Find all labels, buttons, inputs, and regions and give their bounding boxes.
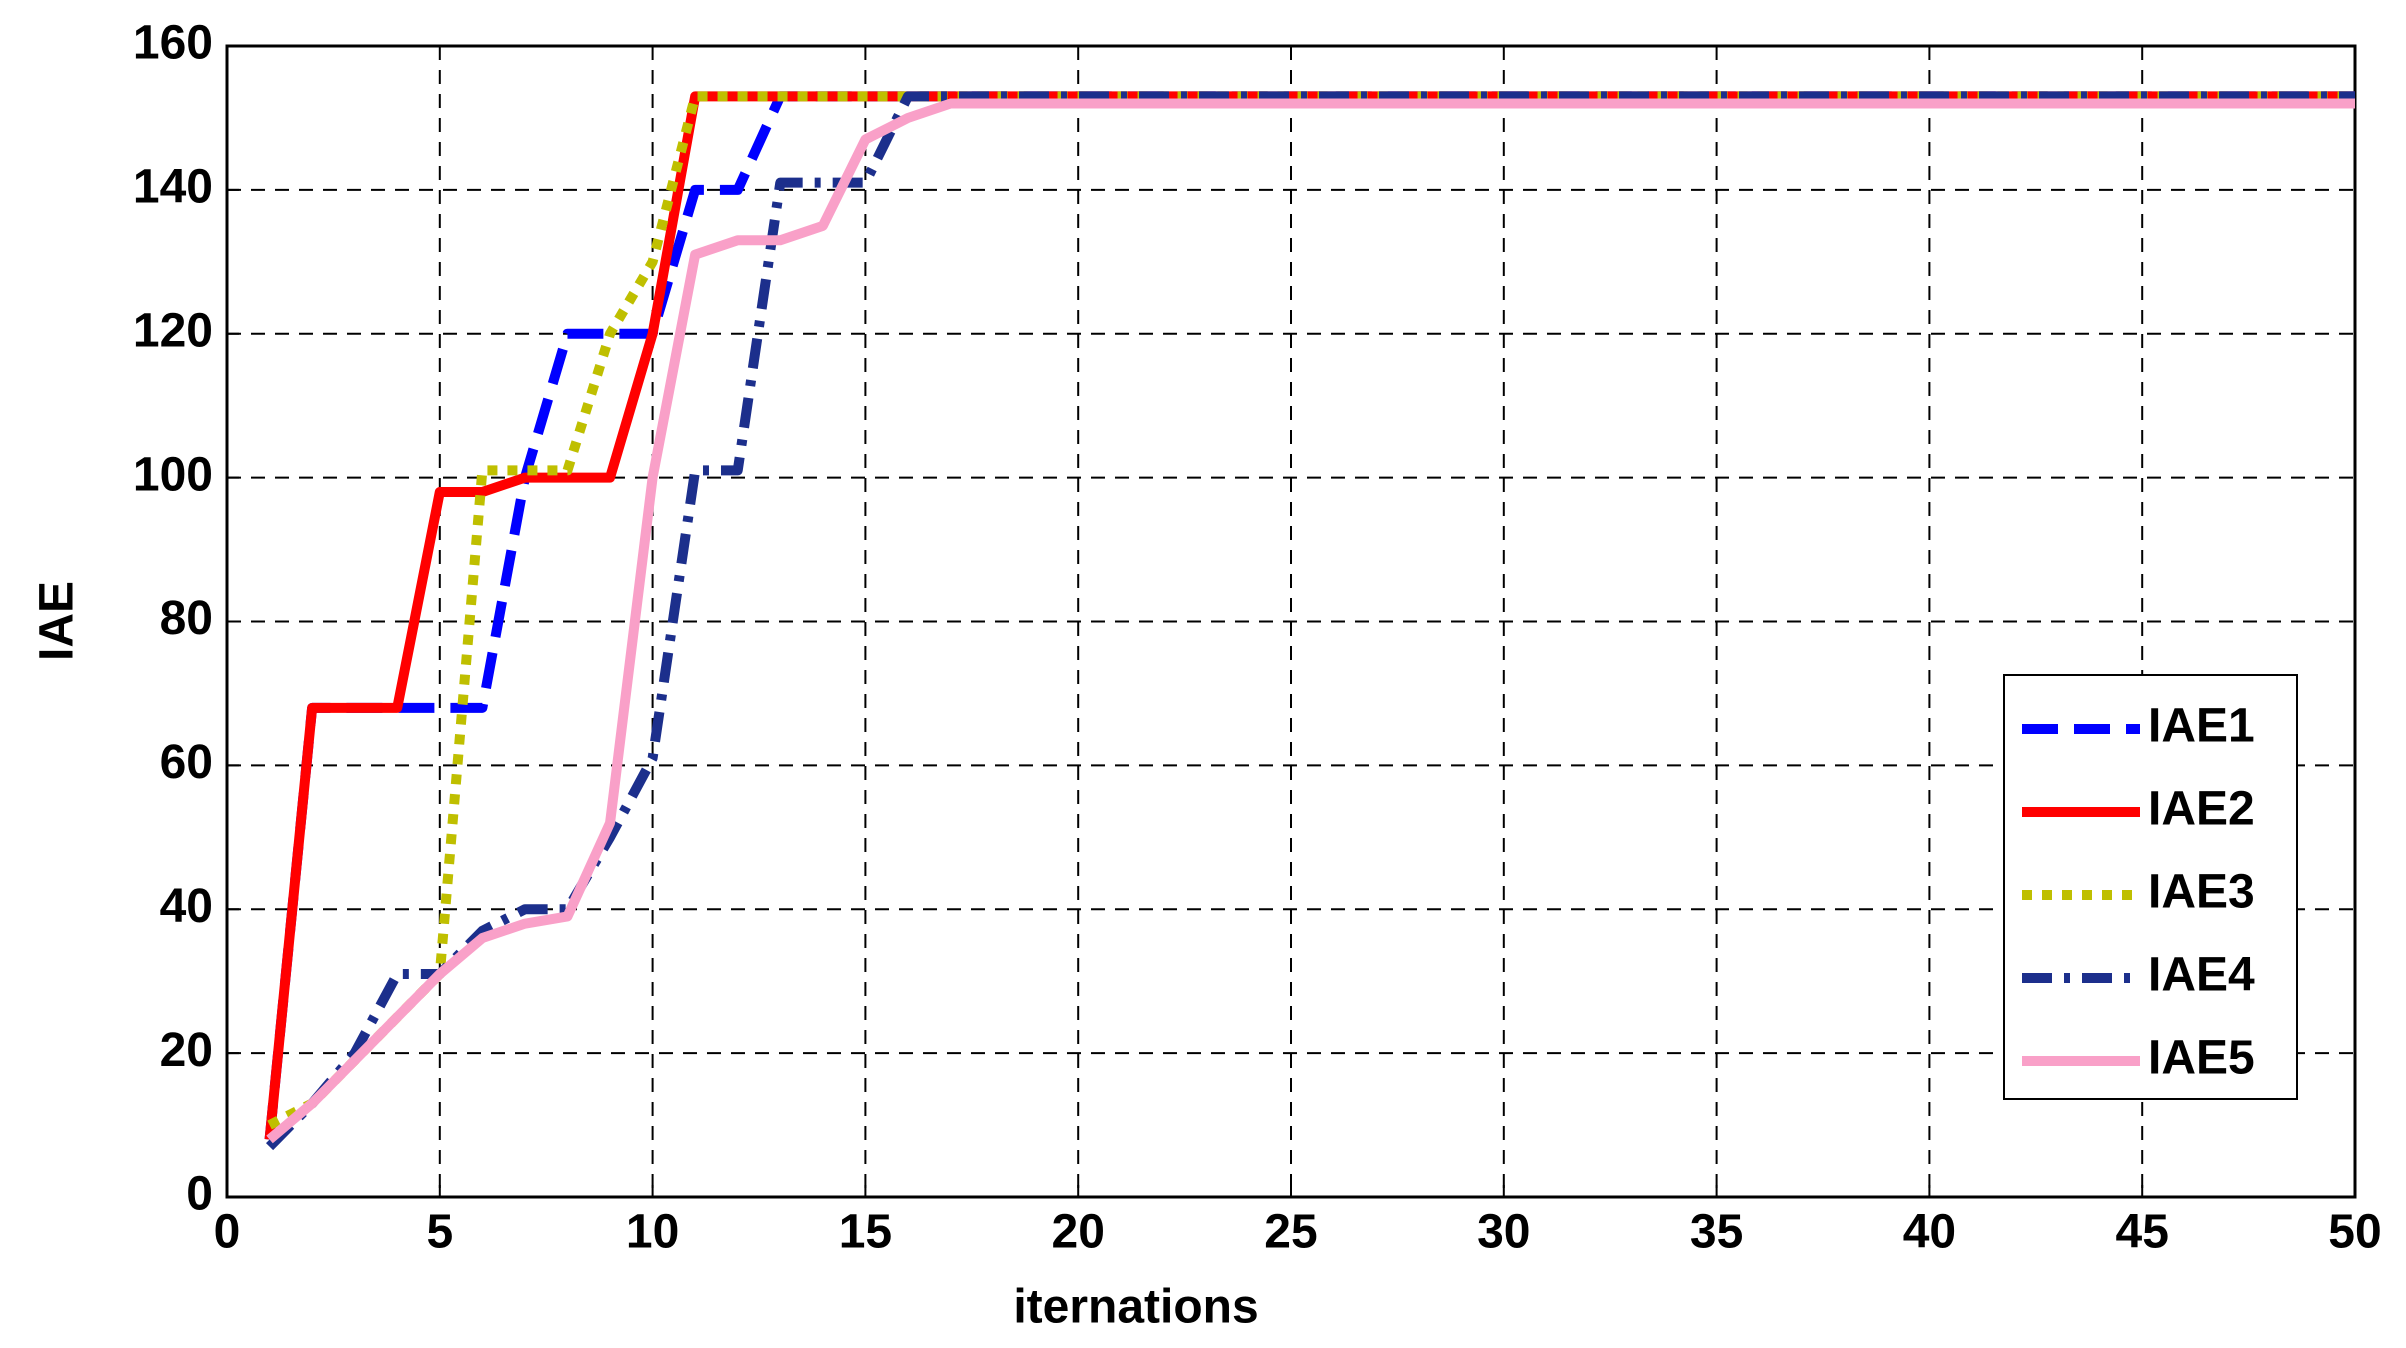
x-tick-label: 0 xyxy=(214,1206,241,1259)
x-tick-label: 5 xyxy=(426,1206,453,1259)
legend-label: IAE1 xyxy=(2148,700,2255,753)
x-tick-label: 15 xyxy=(839,1206,892,1259)
y-tick-label: 140 xyxy=(133,161,213,214)
y-tick-label: 160 xyxy=(133,17,213,70)
x-tick-label: 50 xyxy=(2328,1206,2381,1259)
y-tick-label: 100 xyxy=(133,448,213,501)
x-tick-label: 25 xyxy=(1264,1206,1317,1259)
x-tick-label: 10 xyxy=(626,1206,679,1259)
legend-box xyxy=(2003,674,2298,1100)
y-tick-label: 80 xyxy=(160,592,213,645)
y-tick-label: 0 xyxy=(186,1168,213,1221)
y-tick-label: 20 xyxy=(160,1024,213,1077)
legend-label: IAE4 xyxy=(2148,949,2255,1002)
x-axis-label: iternations xyxy=(1013,1281,1258,1334)
x-tick-label: 45 xyxy=(2116,1206,2169,1259)
y-tick-label: 120 xyxy=(133,304,213,357)
y-axis-label: IAE xyxy=(31,581,84,661)
legend-label: IAE5 xyxy=(2148,1032,2255,1085)
x-tick-label: 40 xyxy=(1903,1206,1956,1259)
y-tick-label: 40 xyxy=(160,880,213,933)
legend-label: IAE2 xyxy=(2148,783,2255,836)
plot-frame xyxy=(225,44,2357,1199)
legend-label: IAE3 xyxy=(2148,866,2255,919)
x-tick-label: 30 xyxy=(1477,1206,1530,1259)
line-series xyxy=(266,98,2355,1144)
y-tick-label: 60 xyxy=(160,736,213,789)
x-tick-label: 20 xyxy=(1052,1206,1105,1259)
line-series xyxy=(265,91,2355,1151)
x-tick-label: 35 xyxy=(1690,1206,1743,1259)
